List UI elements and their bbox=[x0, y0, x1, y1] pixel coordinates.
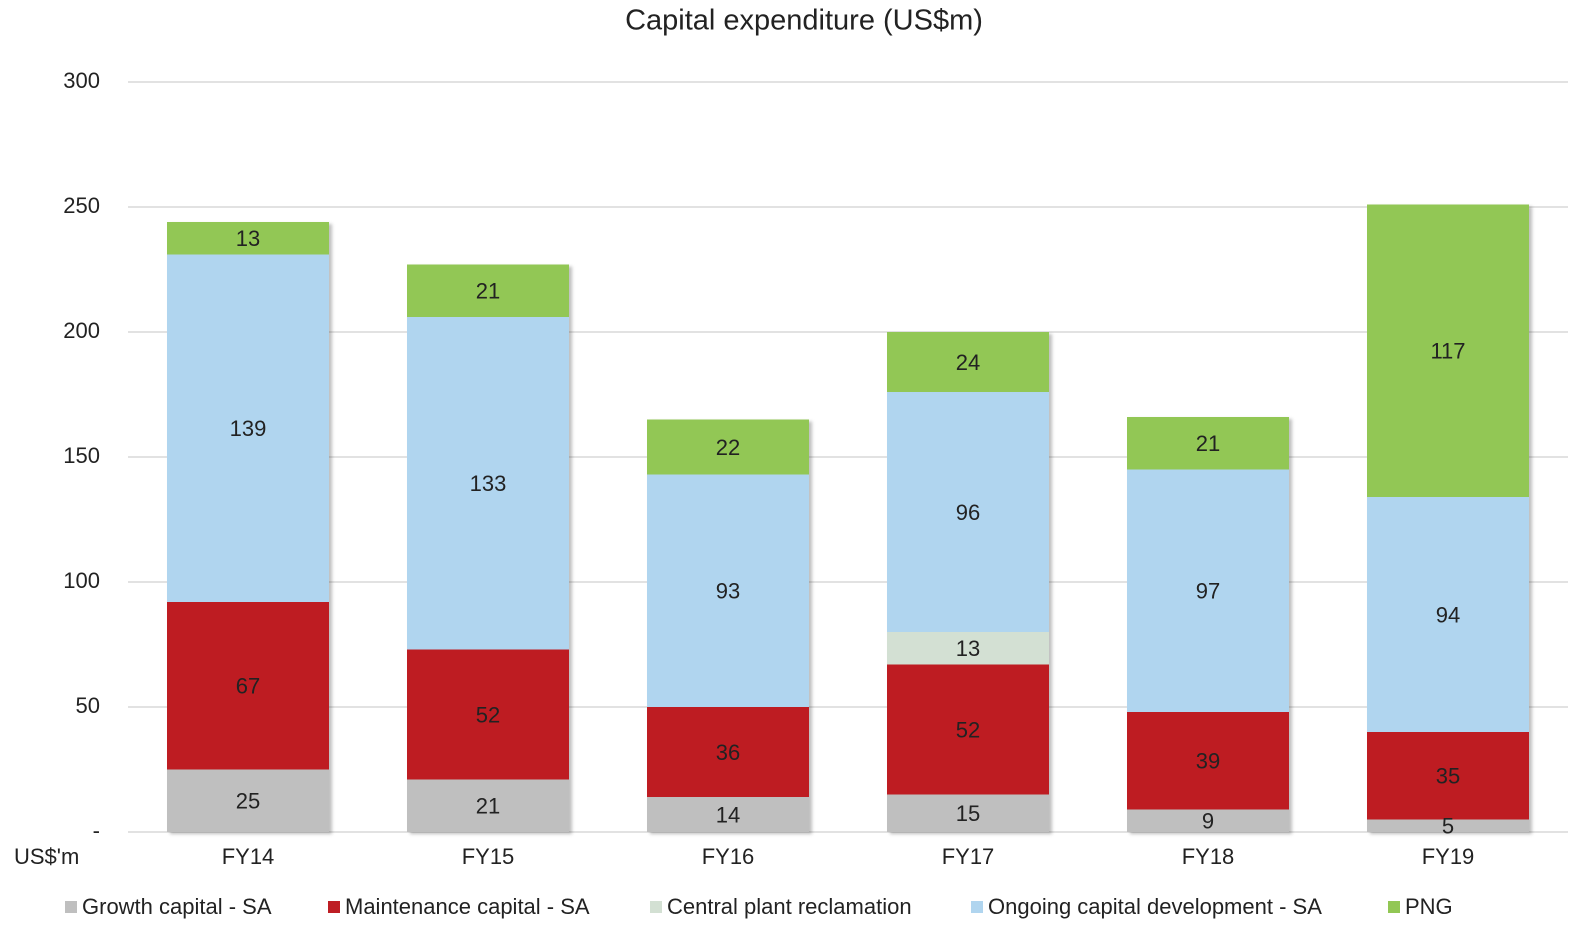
data-label: 21 bbox=[476, 794, 500, 819]
data-label: 94 bbox=[1436, 602, 1460, 627]
chart-title: Capital expenditure (US$m) bbox=[625, 5, 983, 37]
bar-segment bbox=[407, 779, 569, 832]
bar-segment bbox=[167, 254, 329, 602]
data-label: 52 bbox=[956, 717, 980, 742]
y-tick-label: 100 bbox=[63, 568, 100, 593]
y-tick-label: 300 bbox=[63, 68, 100, 93]
bar-segment bbox=[167, 222, 329, 255]
data-label: 13 bbox=[956, 636, 980, 661]
data-label: 36 bbox=[716, 740, 740, 765]
data-label: 52 bbox=[476, 702, 500, 727]
data-label: 15 bbox=[956, 801, 980, 826]
y-axis-label: US$'m bbox=[14, 844, 79, 869]
bar-stack bbox=[407, 264, 569, 832]
data-label: 21 bbox=[1196, 431, 1220, 456]
data-label: 21 bbox=[476, 279, 500, 304]
bar-segment bbox=[1367, 497, 1529, 732]
x-tick-label: FY14 bbox=[222, 844, 275, 869]
bar-segment bbox=[407, 264, 569, 317]
bar-segment bbox=[887, 332, 1049, 392]
bar-stack bbox=[1127, 417, 1289, 832]
bar-stack bbox=[167, 222, 329, 832]
bar-stack bbox=[647, 419, 809, 832]
data-label: 39 bbox=[1196, 749, 1220, 774]
data-label: 139 bbox=[230, 416, 267, 441]
y-tick-label: - bbox=[93, 818, 100, 843]
bar-segment bbox=[1127, 809, 1289, 832]
bar-stack bbox=[1367, 204, 1529, 832]
legend-label: Maintenance capital - SA bbox=[345, 894, 590, 919]
data-label: 25 bbox=[236, 789, 260, 814]
x-tick-label: FY17 bbox=[942, 844, 995, 869]
data-label: 35 bbox=[1436, 764, 1460, 789]
bar-segment bbox=[1367, 732, 1529, 820]
data-label: 96 bbox=[956, 500, 980, 525]
legend-swatch bbox=[971, 901, 983, 913]
legend-swatch bbox=[65, 901, 77, 913]
data-label: 5 bbox=[1442, 814, 1454, 839]
y-tick-label: 150 bbox=[63, 443, 100, 468]
bar-segment bbox=[887, 632, 1049, 665]
bar-segment bbox=[1127, 417, 1289, 470]
bar-segment bbox=[407, 317, 569, 650]
data-label: 9 bbox=[1202, 809, 1214, 834]
data-label: 67 bbox=[236, 674, 260, 699]
bar-segment bbox=[1127, 469, 1289, 712]
y-tick-label: 200 bbox=[63, 318, 100, 343]
data-label: 13 bbox=[236, 226, 260, 251]
bar-segment bbox=[647, 474, 809, 707]
x-tick-label: FY16 bbox=[702, 844, 755, 869]
data-label: 14 bbox=[716, 802, 740, 827]
legend-label: Ongoing capital development - SA bbox=[988, 894, 1322, 919]
data-label: 22 bbox=[716, 435, 740, 460]
bar-segment bbox=[887, 794, 1049, 832]
x-tick-label: FY19 bbox=[1422, 844, 1475, 869]
bar-segment bbox=[647, 419, 809, 475]
bar-segment bbox=[1127, 712, 1289, 810]
bar-segment bbox=[647, 797, 809, 832]
y-tick-label: 250 bbox=[63, 193, 100, 218]
bar-stack bbox=[887, 332, 1049, 832]
bar-segment bbox=[887, 392, 1049, 632]
legend-label: PNG bbox=[1405, 894, 1453, 919]
legend-swatch bbox=[1388, 901, 1400, 913]
data-label: 133 bbox=[470, 471, 507, 496]
bar-segment bbox=[1367, 204, 1529, 497]
bar-segment bbox=[407, 649, 569, 780]
x-tick-label: FY18 bbox=[1182, 844, 1235, 869]
data-label: 24 bbox=[956, 350, 980, 375]
data-label: 97 bbox=[1196, 579, 1220, 604]
bar-segment bbox=[167, 602, 329, 770]
legend-swatch bbox=[328, 901, 340, 913]
y-tick-label: 50 bbox=[76, 693, 100, 718]
legend-label: Growth capital - SA bbox=[82, 894, 272, 919]
bar-segment bbox=[167, 769, 329, 832]
bar-segment bbox=[1367, 819, 1529, 832]
legend-swatch bbox=[650, 901, 662, 913]
legend-label: Central plant reclamation bbox=[667, 894, 912, 919]
data-label: 93 bbox=[716, 579, 740, 604]
data-label: 117 bbox=[1430, 339, 1465, 364]
x-tick-label: FY15 bbox=[462, 844, 515, 869]
bar-segment bbox=[887, 664, 1049, 795]
bar-segment bbox=[647, 707, 809, 797]
